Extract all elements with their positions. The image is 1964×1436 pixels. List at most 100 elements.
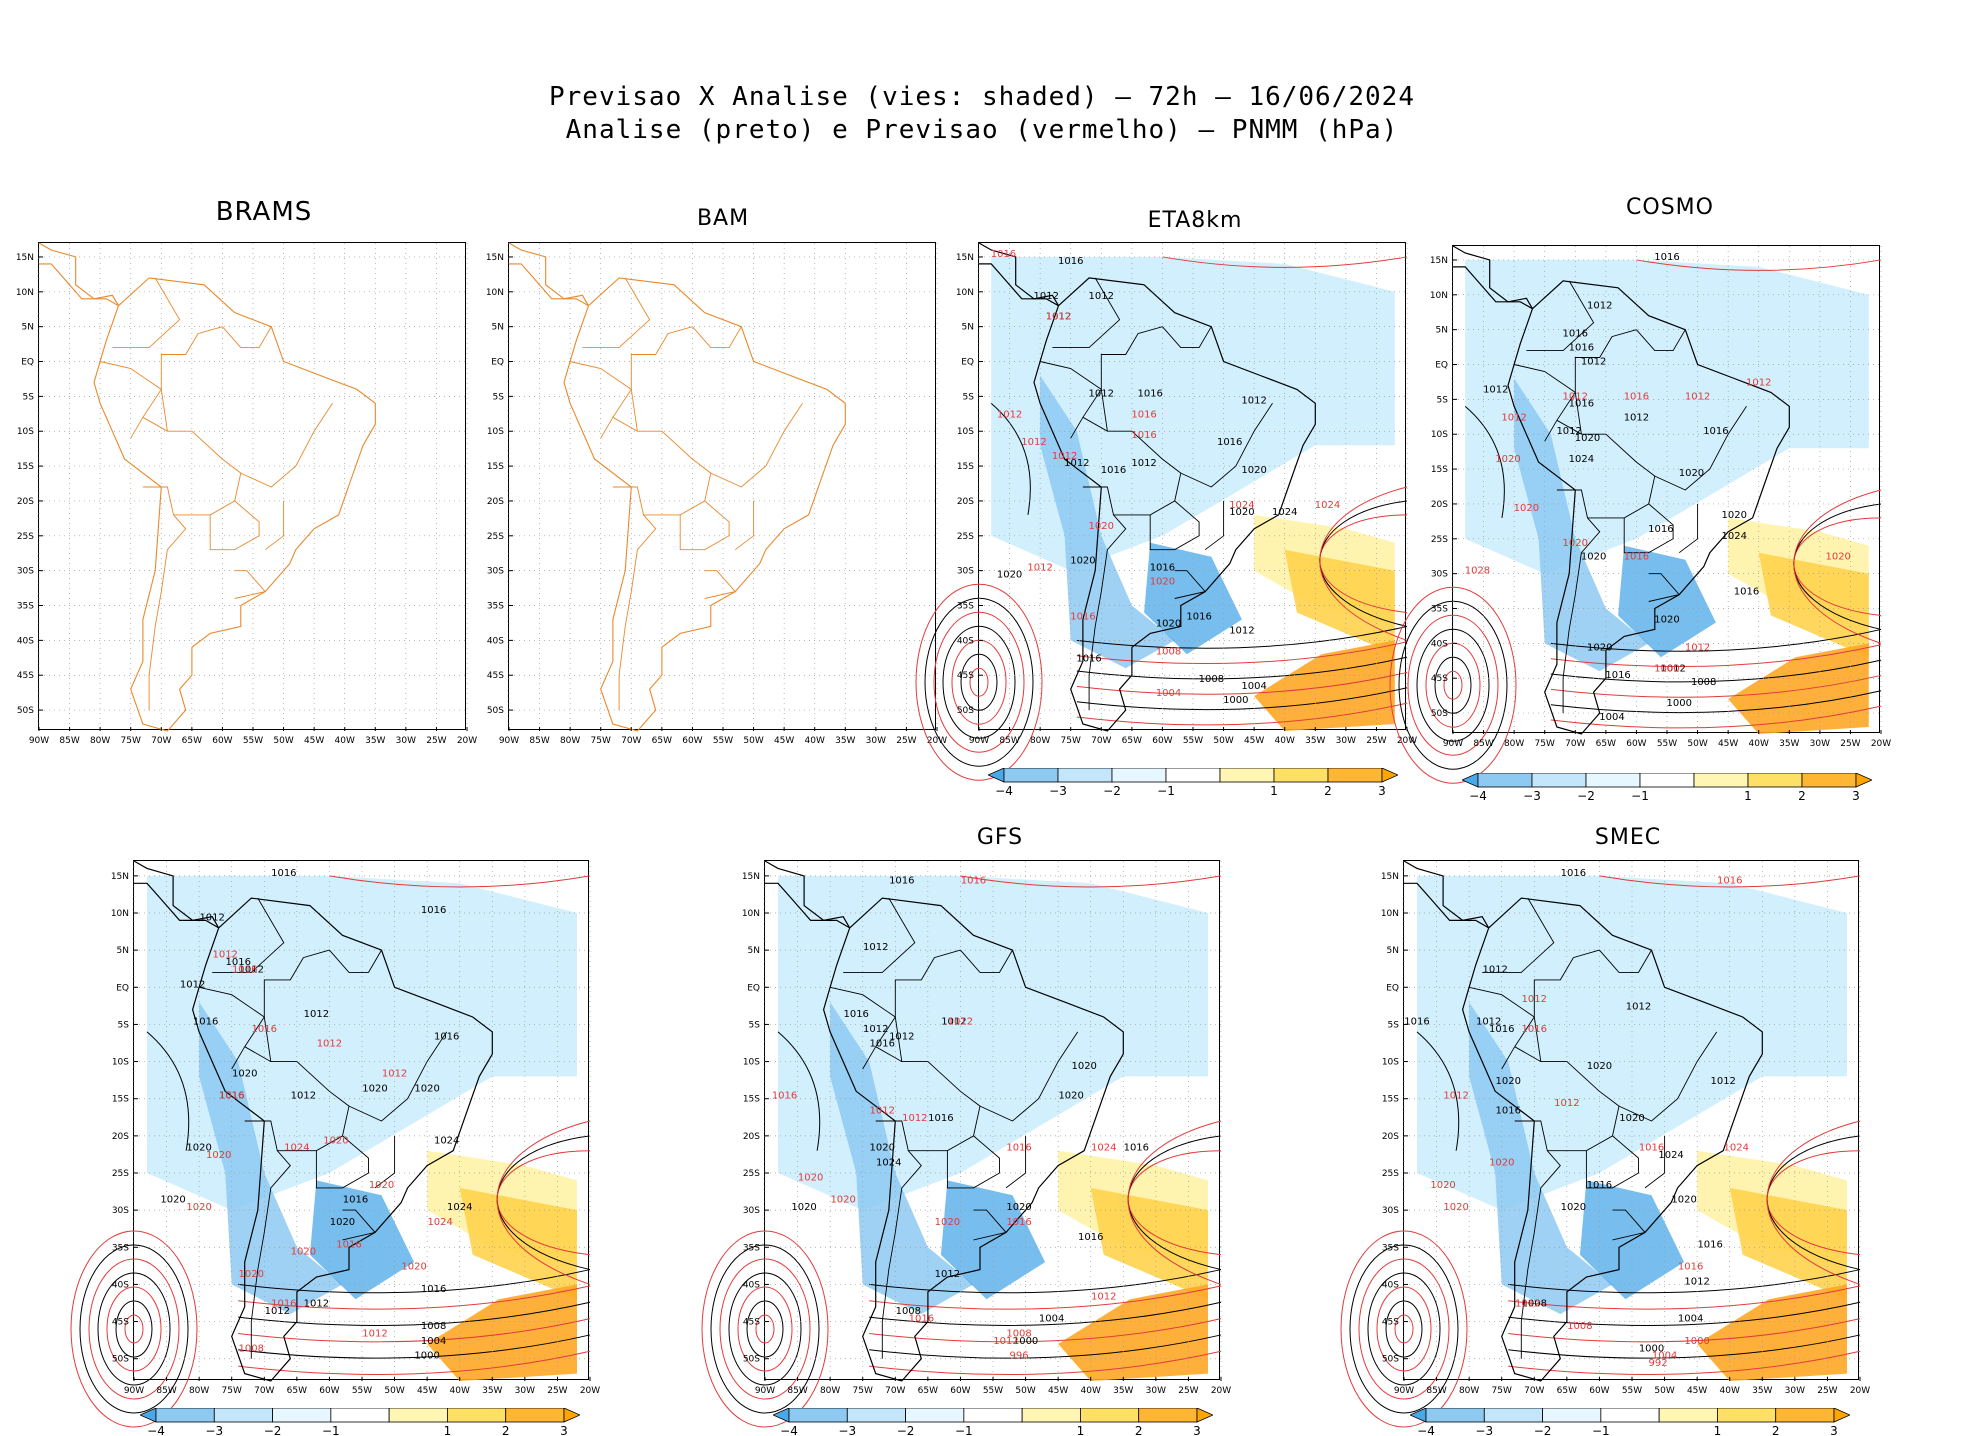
low-contour-ring bbox=[755, 1314, 775, 1344]
lat-tick-label: 5S bbox=[749, 1020, 761, 1030]
lon-tick-label: 45W bbox=[304, 736, 324, 746]
lon-tick-label: 80W bbox=[1504, 739, 1524, 749]
contour-label-forecast: 1016 bbox=[1131, 430, 1156, 441]
country-border bbox=[99, 361, 162, 439]
colorbar-segment bbox=[1003, 768, 1059, 783]
bias-shading-1 bbox=[830, 1002, 974, 1315]
isobar-south bbox=[1076, 641, 1408, 665]
contour-label-analysis: 1016 bbox=[928, 1113, 953, 1124]
contour-label-analysis: 1016 bbox=[1078, 1232, 1103, 1243]
contour-label-analysis: 1020 bbox=[870, 1143, 895, 1154]
isobar-pacific bbox=[990, 402, 1031, 515]
lon-tick-label: 60W bbox=[212, 736, 232, 746]
country-border bbox=[1644, 1135, 1666, 1189]
lon-tick-label: 65W bbox=[652, 736, 672, 746]
contour-label-forecast: 1004 bbox=[1156, 688, 1181, 699]
low-contour-ring bbox=[701, 1230, 829, 1428]
lat-tick-label: EQ bbox=[961, 358, 974, 368]
lat-tick-label: 45S bbox=[112, 1318, 129, 1328]
isobar-south bbox=[1508, 1269, 1861, 1294]
lon-tick-label: 80W bbox=[189, 1386, 209, 1396]
contour-label-analysis: 1016 bbox=[1186, 611, 1211, 622]
contour-label-forecast: 1016 bbox=[252, 1024, 277, 1035]
colorbar-segment bbox=[1273, 768, 1329, 783]
lon-tick-label: 40W bbox=[1081, 1386, 1101, 1396]
contour-label-forecast: 1012 bbox=[1091, 1291, 1116, 1302]
country-border bbox=[569, 361, 632, 439]
lon-tick-label: 80W bbox=[820, 1386, 840, 1396]
lat-tick-label: 15N bbox=[956, 253, 974, 263]
colorbar-tick-label: −3 bbox=[205, 1424, 223, 1436]
lon-tick-label: 90W bbox=[29, 736, 49, 746]
country-border bbox=[582, 277, 651, 349]
low-contour-ring bbox=[1358, 1258, 1450, 1400]
isobar-south bbox=[1550, 628, 1882, 652]
contour-label-forecast: 1000 bbox=[1684, 1336, 1709, 1347]
colorbar-tick-label: 1 bbox=[1270, 784, 1278, 798]
lon-tick-label: 85W bbox=[156, 1386, 176, 1396]
isobar-south bbox=[1550, 674, 1882, 698]
colorbar-tick-label: 3 bbox=[560, 1424, 568, 1436]
isobar-pacific bbox=[1464, 405, 1505, 518]
lon-tick-label: 20W bbox=[1397, 736, 1417, 746]
lat-tick-label: 5N bbox=[22, 323, 34, 333]
lat-tick-label: 20S bbox=[957, 497, 974, 507]
country-border bbox=[1149, 500, 1200, 551]
country-border bbox=[1623, 503, 1674, 554]
lat-tick-label: 5N bbox=[1387, 946, 1399, 956]
lat-tick-label: 10N bbox=[1430, 291, 1448, 301]
colorbar-segment bbox=[1425, 1408, 1485, 1423]
contour-label-forecast: 1020 bbox=[239, 1269, 264, 1280]
country-border bbox=[946, 1135, 1000, 1189]
low-contour-ring bbox=[1340, 1230, 1468, 1428]
contour-label-analysis: 1016 bbox=[1217, 437, 1242, 448]
colorbar-segment bbox=[388, 1408, 448, 1423]
isobar-south bbox=[1076, 625, 1408, 649]
contour-label-analysis: 1012 bbox=[889, 1031, 914, 1042]
bias-shading-5 bbox=[1058, 1284, 1208, 1381]
contour-label-forecast: 1008 bbox=[1567, 1321, 1592, 1332]
contour-label-analysis: 1016 bbox=[1137, 388, 1162, 399]
lon-tick-label: 70W bbox=[1091, 736, 1111, 746]
contour-label-forecast: 1020 bbox=[401, 1262, 426, 1273]
low-contour-ring bbox=[933, 611, 1025, 753]
colorbar-tick-label: 3 bbox=[1378, 784, 1386, 798]
lon-tick-label: 75W bbox=[1535, 739, 1555, 749]
lon-tick-label: 75W bbox=[853, 1386, 873, 1396]
country-border bbox=[142, 416, 242, 516]
contour-label-forecast: 1012 bbox=[362, 1328, 387, 1339]
lon-tick-label: 50W bbox=[743, 736, 763, 746]
lon-tick-label: 45W bbox=[1048, 1386, 1068, 1396]
country-border bbox=[209, 500, 260, 551]
contour-label-forecast: 1004 bbox=[1652, 1351, 1677, 1362]
lat-tick-label: 45S bbox=[743, 1318, 760, 1328]
lon-tick-label: 25W bbox=[1817, 1386, 1837, 1396]
isobar-south bbox=[1508, 1318, 1861, 1343]
contour-label-forecast: 1024 bbox=[1091, 1143, 1116, 1154]
isobar-north bbox=[1636, 259, 1882, 271]
lon-tick-label: 90W bbox=[1443, 739, 1463, 749]
contour-label-forecast: 1024 bbox=[1315, 500, 1340, 511]
lat-tick-label: 40S bbox=[1431, 639, 1448, 649]
lat-tick-label: 50S bbox=[17, 706, 34, 716]
lat-tick-label: 45S bbox=[957, 671, 974, 681]
contour-label-analysis: 1016 bbox=[1150, 563, 1175, 574]
country-border bbox=[843, 897, 916, 973]
lat-tick-label: 35S bbox=[487, 602, 504, 612]
colorbar-segment bbox=[1693, 773, 1749, 788]
lat-tick-label: 15N bbox=[486, 253, 504, 263]
colorbar-segment bbox=[1057, 768, 1113, 783]
country-border bbox=[1514, 1046, 1620, 1152]
low-contour-ring bbox=[915, 583, 1043, 781]
contour-label-analysis: 1000 bbox=[414, 1351, 439, 1362]
lon-tick-label: 85W bbox=[529, 736, 549, 746]
contour-label-analysis: 1012 bbox=[304, 1299, 329, 1310]
lon-tick-label: 90W bbox=[969, 736, 989, 746]
lat-tick-label: 15N bbox=[111, 872, 129, 882]
contour-label-analysis: 1016 bbox=[1561, 868, 1586, 879]
contour-label-analysis: 1024 bbox=[1722, 531, 1747, 542]
low-contour-ring bbox=[942, 625, 1016, 739]
contour-label-analysis: 1012 bbox=[1587, 301, 1612, 312]
contour-label-analysis: 1020 bbox=[160, 1195, 185, 1206]
isobar-south bbox=[1550, 690, 1882, 714]
